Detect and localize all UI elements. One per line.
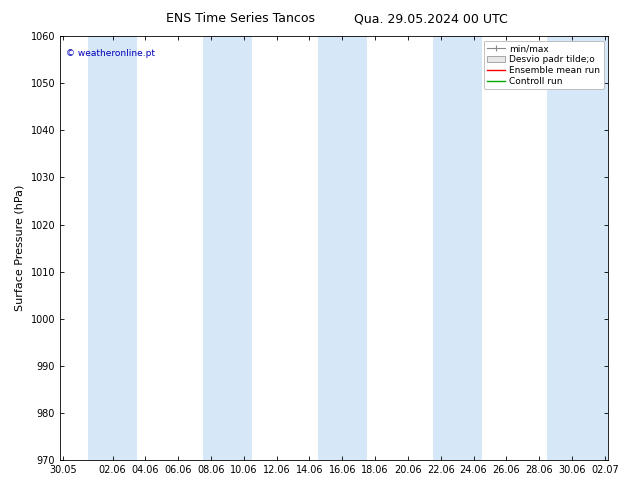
Text: ENS Time Series Tancos: ENS Time Series Tancos	[166, 12, 316, 25]
Bar	[432, 36, 482, 460]
Text: © weatheronline.pt: © weatheronline.pt	[65, 49, 155, 58]
Legend: min/max, Desvio padr tilde;o, Ensemble mean run, Controll run: min/max, Desvio padr tilde;o, Ensemble m…	[484, 41, 604, 89]
Text: Qua. 29.05.2024 00 UTC: Qua. 29.05.2024 00 UTC	[354, 12, 508, 25]
Bar	[547, 36, 613, 460]
Bar	[203, 36, 252, 460]
Bar	[318, 36, 367, 460]
Y-axis label: Surface Pressure (hPa): Surface Pressure (hPa)	[15, 185, 25, 311]
Bar	[88, 36, 137, 460]
